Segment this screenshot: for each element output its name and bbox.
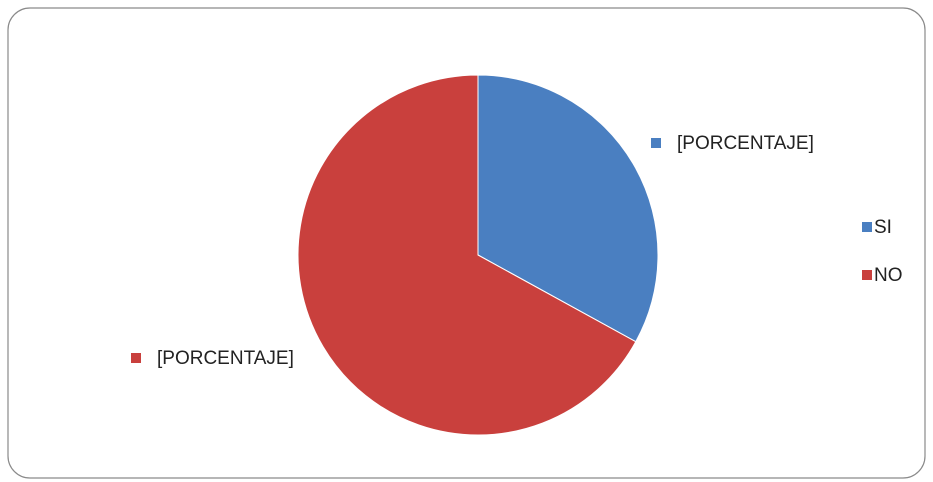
data-label-swatch bbox=[651, 138, 661, 148]
data-label: [PORCENTAJE] bbox=[157, 348, 294, 369]
data-label-swatch bbox=[131, 353, 141, 363]
legend-label: NO bbox=[874, 265, 903, 286]
data-label: [PORCENTAJE] bbox=[677, 133, 814, 154]
pie-slice bbox=[297, 74, 637, 436]
legend-label: SI bbox=[874, 217, 892, 238]
legend-swatch bbox=[862, 222, 872, 232]
pie-slice bbox=[477, 74, 659, 343]
legend-swatch bbox=[862, 270, 872, 280]
